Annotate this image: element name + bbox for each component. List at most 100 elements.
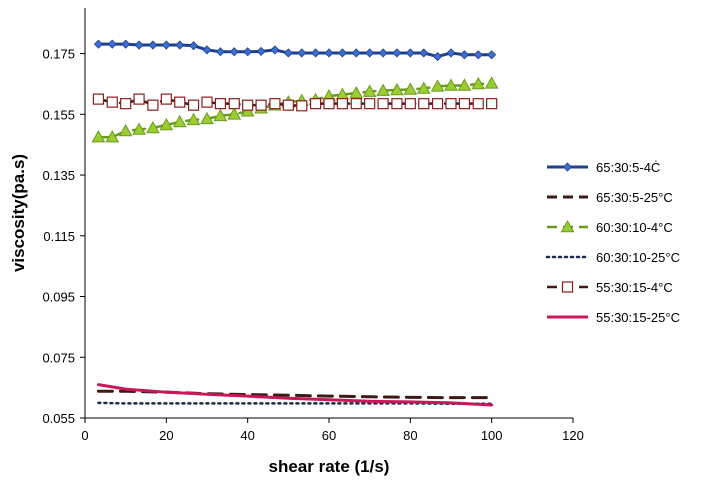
diamond-point bbox=[297, 48, 307, 58]
triangle-point bbox=[471, 76, 486, 90]
triangle-point bbox=[213, 108, 228, 122]
square-point bbox=[391, 98, 403, 110]
legend-label: 60:30:10-25°C bbox=[596, 250, 680, 265]
diamond-point bbox=[562, 162, 573, 172]
square-point bbox=[269, 98, 281, 110]
y-axis-title: viscosity(pa.s) bbox=[9, 154, 28, 272]
square-point bbox=[106, 96, 118, 108]
triangle-point bbox=[227, 107, 242, 120]
square-point bbox=[214, 98, 227, 110]
square-point bbox=[296, 100, 308, 112]
diamond-point bbox=[351, 48, 361, 58]
triangle-point bbox=[105, 130, 120, 143]
x-tick-label: 40 bbox=[240, 428, 254, 443]
triangle-point bbox=[416, 81, 431, 94]
diamond-point bbox=[175, 40, 185, 50]
triangle-point bbox=[146, 120, 160, 134]
series-line bbox=[96, 42, 494, 59]
y-tick-label: 0.175 bbox=[42, 47, 75, 62]
series-5 bbox=[92, 93, 498, 112]
diamond-point bbox=[405, 48, 415, 58]
square-point bbox=[350, 98, 362, 110]
square-point bbox=[255, 99, 267, 111]
diamond-point bbox=[256, 46, 266, 56]
triangle-point bbox=[132, 122, 146, 135]
series-line bbox=[96, 383, 494, 407]
square-point bbox=[486, 98, 498, 110]
legend-item: 55:30:15-25°C bbox=[547, 310, 680, 325]
triangle-point bbox=[362, 84, 377, 97]
x-tick-label: 80 bbox=[403, 428, 417, 443]
y-tick-label: 0.155 bbox=[42, 107, 75, 122]
diamond-point bbox=[392, 48, 402, 58]
triangle-point bbox=[560, 219, 575, 233]
square-point bbox=[336, 98, 349, 110]
triangle-point bbox=[118, 123, 133, 137]
y-tick-label: 0.095 bbox=[42, 290, 75, 305]
diamond-point bbox=[337, 48, 347, 58]
diamond-point bbox=[433, 52, 443, 62]
series-6 bbox=[96, 383, 494, 407]
square-point bbox=[282, 99, 294, 111]
triangle-point bbox=[159, 117, 174, 131]
diamond-point bbox=[324, 48, 334, 58]
x-tick-label: 60 bbox=[322, 428, 336, 443]
triangle-point bbox=[403, 82, 418, 95]
legend-item: 55:30:15-4°C bbox=[547, 280, 673, 295]
triangle-point bbox=[390, 82, 404, 96]
triangle-point bbox=[430, 79, 445, 92]
diamond-point bbox=[215, 47, 225, 57]
legend-label: 55:30:15-25°C bbox=[596, 310, 680, 325]
diamond-point bbox=[419, 48, 429, 58]
diamond-point bbox=[148, 40, 158, 50]
triangle-point bbox=[349, 86, 364, 99]
x-tick-label: 20 bbox=[159, 428, 173, 443]
diamond-point bbox=[311, 48, 321, 58]
legend-item: 65:30:5-25°C bbox=[547, 190, 673, 205]
legend-item: 60:30:10-4°C bbox=[547, 219, 673, 235]
square-point bbox=[174, 96, 186, 108]
square-point bbox=[404, 98, 416, 110]
x-tick-label: 100 bbox=[481, 428, 503, 443]
triangle-point bbox=[200, 111, 214, 125]
square-point bbox=[377, 98, 389, 110]
legend: 65:30:5-4Ċ 65:30:5-25°C 60:30:10-4°C 60:30:… bbox=[545, 160, 680, 325]
triangle-point bbox=[484, 76, 499, 89]
series bbox=[91, 39, 499, 407]
legend-label: 60:30:10-4°C bbox=[596, 220, 673, 235]
y-tick-label: 0.075 bbox=[42, 350, 75, 365]
diamond-point bbox=[202, 45, 212, 55]
diamond-point bbox=[243, 47, 253, 57]
legend-label: 65:30:5-4Ċ bbox=[596, 160, 660, 175]
diamond-point bbox=[93, 39, 103, 49]
x-axis-title: shear rate (1/s) bbox=[269, 457, 390, 476]
square-point bbox=[120, 98, 132, 110]
legend-label: 65:30:5-25°C bbox=[596, 190, 673, 205]
diamond-point bbox=[459, 50, 469, 60]
square-point bbox=[228, 98, 240, 110]
diamond-point bbox=[134, 40, 144, 50]
legend-item: 65:30:5-4Ċ bbox=[547, 160, 660, 175]
y-tick-label: 0.055 bbox=[42, 411, 75, 426]
diamond-point bbox=[161, 40, 171, 50]
square-point bbox=[133, 93, 145, 105]
square-point bbox=[561, 281, 574, 293]
legend-label: 55:30:15-4°C bbox=[596, 280, 673, 295]
diamond-point bbox=[189, 41, 199, 51]
diamond-point bbox=[283, 48, 293, 58]
diamond-point bbox=[107, 39, 117, 49]
triangle-point bbox=[376, 83, 390, 96]
legend-item: 60:30:10-25°C bbox=[545, 250, 680, 265]
triangle-point bbox=[186, 112, 201, 126]
diamond-point bbox=[365, 48, 375, 58]
square-point bbox=[418, 98, 430, 110]
x-tick-label: 120 bbox=[562, 428, 584, 443]
square-point bbox=[445, 98, 457, 110]
triangle-point bbox=[457, 78, 472, 91]
square-point bbox=[431, 98, 444, 110]
ticks: 0 20 40 60 80 100 120 0.055 0.075 0.095 0.115 0.135… bbox=[42, 47, 583, 443]
diamond-point bbox=[270, 45, 280, 55]
x-tick-label: 0 bbox=[81, 428, 88, 443]
